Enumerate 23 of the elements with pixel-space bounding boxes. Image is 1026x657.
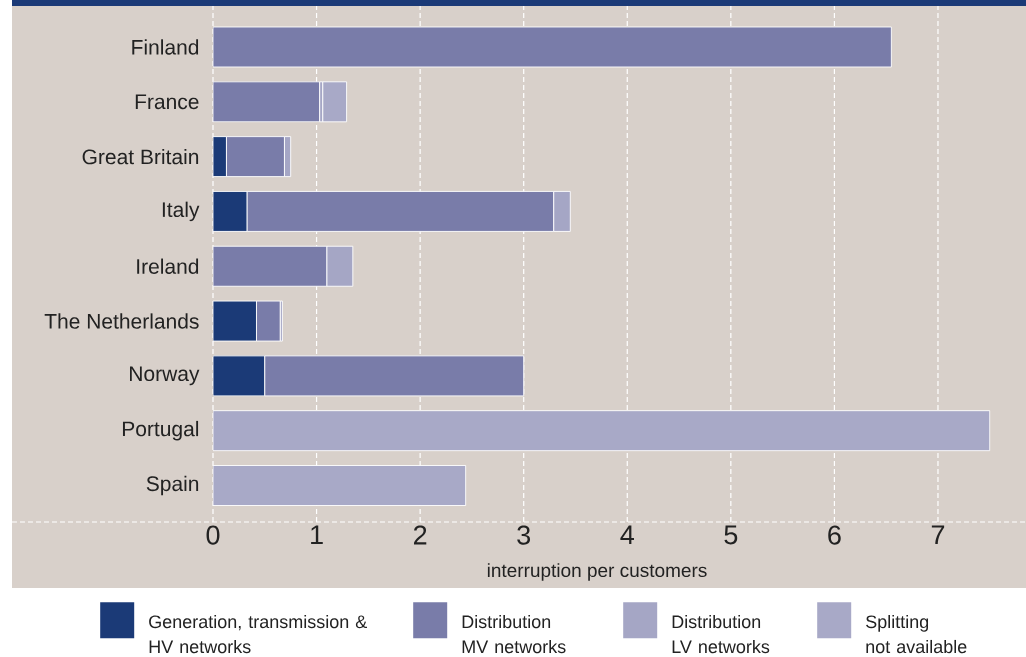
y-tick-label: Great Britain (82, 148, 199, 165)
y-tick-label: Norway (130, 366, 200, 386)
x-tick-label: 2 (413, 525, 427, 545)
legend-label: Distribution MV networks (462, 614, 566, 654)
x-tick-label: 5 (724, 525, 738, 545)
y-tick-label: Italy (162, 201, 200, 222)
x-tick-label: 3 (517, 525, 531, 545)
bar (322, 81, 348, 123)
x-tick-label: 6 (828, 525, 841, 545)
legend-label: Generation, transmission & HV networks (149, 614, 367, 654)
x-tick-label: 7 (931, 525, 945, 545)
legend-label: Distribution LV networks (672, 614, 770, 654)
x-tick-label: 4 (620, 525, 634, 545)
x-axis-title: interruption per customers (487, 563, 707, 581)
y-tick-label: Ireland (137, 258, 199, 274)
legend-label: Splitting not available (866, 614, 967, 654)
y-tick-label: Portugal (122, 420, 199, 441)
y-tick-label: Finland (132, 39, 199, 55)
x-tick-label: 0 (206, 525, 220, 545)
y-tick-label: France (135, 94, 199, 110)
x-tick-label: 1 (311, 525, 323, 545)
y-tick-label: Spain (146, 475, 199, 496)
y-tick-label: The Netherlands (44, 313, 199, 329)
